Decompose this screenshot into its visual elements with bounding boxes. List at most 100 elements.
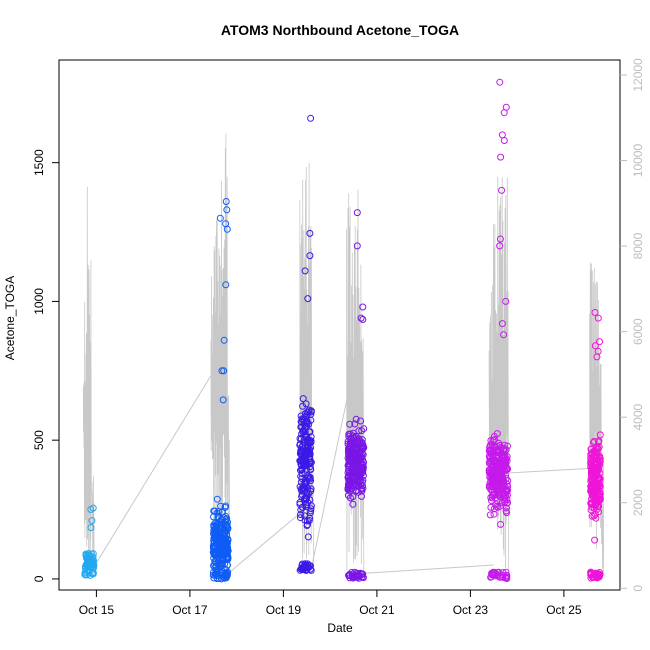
data-point [90,559,97,567]
data-point [305,517,313,524]
data-point [213,542,221,550]
data-point [497,520,505,528]
data-point [592,484,600,492]
data-point [298,423,306,430]
y2-tick-label: 12000 [631,58,645,92]
data-point [297,514,304,522]
data-point [496,235,504,243]
data-point [500,137,508,144]
data-point [496,78,504,86]
data-point [496,448,504,456]
data-point [218,522,226,530]
data-point [348,484,356,492]
data-point [595,438,602,446]
y2-tick-label: 4000 [631,404,645,431]
data-point [359,316,367,323]
data-point [356,437,364,445]
data-point [353,209,361,217]
altitude-connector-line [91,367,217,571]
data-point [486,468,494,476]
data-point [297,418,305,426]
data-point [222,538,230,546]
data-point [593,452,601,460]
y-tick-label: 1000 [32,288,46,315]
data-point [301,484,309,492]
data-point [500,331,508,339]
data-point [350,457,358,464]
data-point [489,461,497,469]
altitude-flight-trace [589,262,604,574]
data-point [301,562,309,570]
data-point [591,461,599,469]
data-point [587,499,595,507]
data-point [306,562,314,570]
data-point [306,565,314,573]
data-points [81,78,604,583]
data-point [357,314,365,322]
data-point [353,242,361,250]
data-point [302,501,310,509]
altitude-flight-trace [346,189,365,574]
data-point [346,430,354,438]
y2-tick-label: 6000 [631,318,645,345]
data-point [219,396,227,404]
data-point [504,486,512,494]
data-point [593,443,601,451]
y-axis-left: 0 500 1000 1500 [32,149,60,582]
altitude-connector-line [362,564,494,574]
data-point [304,295,312,303]
data-point [349,453,357,461]
data-point [593,353,601,361]
data-point [588,449,596,457]
y-tick-label: 0 [32,575,46,582]
data-point [298,491,306,499]
data-point [502,507,510,515]
data-point [305,440,313,447]
data-point [306,252,314,260]
data-point [306,229,314,237]
data-point [217,502,225,510]
data-point [592,569,600,577]
data-point [345,469,353,477]
data-point [306,509,314,517]
data-point [502,297,510,305]
data-point [591,510,599,518]
data-point [304,533,312,541]
data-point [498,131,506,139]
y2-tick-label: 8000 [631,232,645,259]
x-axis-label: Date [327,621,353,635]
data-point [299,416,307,424]
data-point [88,517,96,525]
data-point [298,415,306,423]
data-point [501,458,509,466]
data-point [493,497,501,505]
altitude-flight-trace [210,133,231,574]
data-point [488,491,496,499]
x-tick-label: Oct 23 [453,603,489,617]
data-point [500,109,508,117]
data-point [590,512,598,520]
data-point [297,511,304,518]
data-point [307,114,315,122]
data-point [595,497,603,505]
data-point [220,367,228,375]
data-point [351,433,359,441]
data-point [222,281,230,289]
data-point [594,314,602,322]
data-point [299,427,307,435]
data-point [301,267,309,275]
data-point [502,446,510,454]
data-point [302,566,310,574]
data-point [496,242,504,250]
data-point [215,538,223,546]
data-point [494,489,502,497]
data-point [221,503,229,511]
x-axis: Oct 15 Oct 17 Oct 19 Oct 21 Oct 23 Oct 25 [79,589,582,617]
data-point [349,493,357,501]
plot-frame [58,59,621,591]
data-point [590,439,597,447]
data-point [224,525,232,533]
data-point [304,521,311,529]
data-point [357,485,365,492]
data-point [300,484,308,492]
